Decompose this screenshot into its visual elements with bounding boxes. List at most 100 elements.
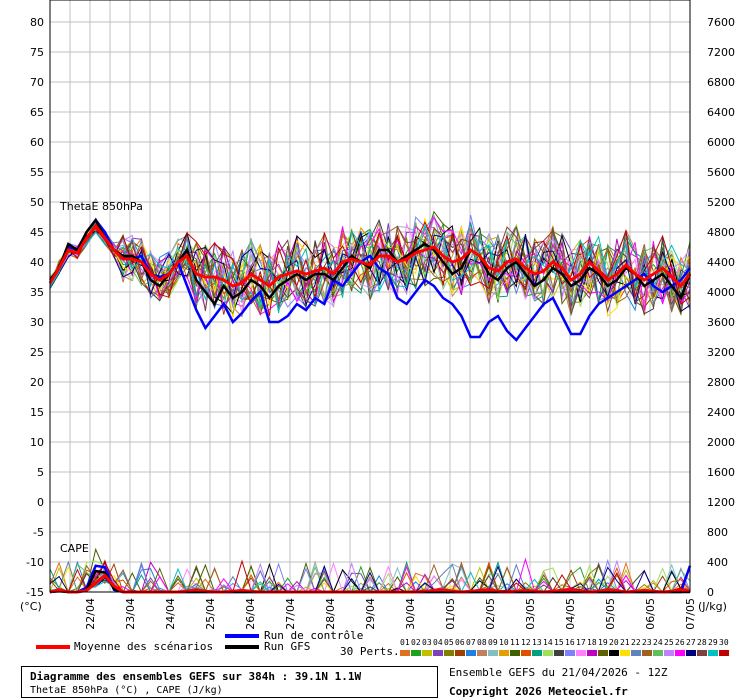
mean-thetae-line [48, 223, 692, 289]
right-tick-label: 6800 [707, 76, 735, 89]
info-box: Diagramme des ensembles GEFS sur 384h : … [21, 666, 438, 698]
perturbation-thetae-line [49, 225, 691, 314]
x-tick-label: 02/05 [484, 598, 497, 630]
x-tick-label: 27/04 [284, 598, 297, 630]
left-tick-label: 65 [30, 106, 44, 119]
pert-legend-id: 29 [708, 638, 718, 647]
pert-legend-swatch [433, 650, 443, 656]
right-tick-label: 6400 [707, 106, 735, 119]
pert-legend-swatch [686, 650, 696, 656]
pert-legend-id: 16 [565, 638, 575, 647]
x-tick-label: 25/04 [204, 598, 217, 630]
pert-legend-id: 04 [433, 638, 443, 647]
pert-legend-id: 14 [543, 638, 553, 647]
mean-legend-label: Moyenne des scénarios [74, 640, 214, 653]
left-tick-label: -5 [33, 526, 44, 539]
right-tick-label: 5200 [707, 196, 735, 209]
x-tick-label: 05/05 [604, 598, 617, 630]
perturbation-thetae-line [49, 223, 691, 314]
left-tick-label: 30 [30, 316, 44, 329]
perturbation-thetae-line [49, 224, 691, 316]
left-tick-label: 60 [30, 136, 44, 149]
pert-legend-swatch [422, 650, 432, 656]
pert-legend-swatch [455, 650, 465, 656]
pert-legend-id: 02 [411, 638, 421, 647]
left-tick-label: 50 [30, 196, 44, 209]
gfs-legend-swatch [225, 645, 259, 649]
pert-legend-id: 13 [532, 638, 542, 647]
pert-legend-swatch [620, 650, 630, 656]
thetae-panel-label: ThetaE 850hPa [59, 200, 143, 213]
right-tick-label: 2800 [707, 376, 735, 389]
pert-legend-swatch [642, 650, 652, 656]
pert-legend-swatch [664, 650, 674, 656]
left-tick-label: 20 [30, 376, 44, 389]
pert-legend-swatch [521, 650, 531, 656]
pert-legend-id: 07 [466, 638, 476, 647]
pert-legend-swatch [587, 650, 597, 656]
right-tick-label: 0 [707, 586, 714, 599]
pert-legend-id: 30 [719, 638, 729, 647]
pert-legend-id: 10 [499, 638, 509, 647]
right-tick-label: 3200 [707, 346, 735, 359]
pert-legend-swatch [609, 650, 619, 656]
pert-legend-swatch [411, 650, 421, 656]
gfs-legend-label: Run GFS [264, 640, 311, 653]
left-tick-label: 15 [30, 406, 44, 419]
control-legend-label: Run de contrôle [264, 629, 364, 642]
pert-legend-swatch [631, 650, 641, 656]
x-tick-label: 07/05 [684, 598, 697, 630]
pert-legend-swatch [675, 650, 685, 656]
right-tick-label: 800 [707, 526, 728, 539]
left-tick-label: 35 [30, 286, 44, 299]
left-tick-label: 0 [37, 496, 44, 509]
right-tick-label: 7600 [707, 16, 735, 29]
x-tick-label: 23/04 [124, 598, 137, 630]
pert-legend-swatch [543, 650, 553, 656]
pert-legend-swatch [466, 650, 476, 656]
pert-legend-swatch [653, 650, 663, 656]
pert-legend-swatch [565, 650, 575, 656]
run-info: Ensemble GEFS du 21/04/2026 - 12Z [449, 666, 668, 679]
right-tick-label: 1600 [707, 466, 735, 479]
pert-legend-id: 25 [664, 638, 674, 647]
mean-legend-swatch [36, 645, 70, 649]
pert-legend-swatch [576, 650, 586, 656]
pert-legend-id: 03 [422, 638, 432, 647]
left-tick-label: 55 [30, 166, 44, 179]
pert-legend-swatch [554, 650, 564, 656]
right-axis-ticks: 7600720068006400600056005200480044004000… [707, 16, 735, 599]
right-tick-label: 7200 [707, 46, 735, 59]
pert-legend-id: 27 [686, 638, 696, 647]
pert-legend-id: 19 [598, 638, 608, 647]
pert-legend-swatch [598, 650, 608, 656]
pert-legend-id: 11 [510, 638, 520, 647]
left-tick-label: -15 [26, 586, 44, 599]
x-tick-label: 26/04 [244, 598, 257, 630]
left-tick-label: 25 [30, 346, 44, 359]
perturbation-thetae-line [49, 215, 691, 311]
pert-legend-id: 28 [697, 638, 707, 647]
x-tick-label: 04/05 [564, 598, 577, 630]
pert-legend-id: 18 [587, 638, 597, 647]
pert-legend-swatch [719, 650, 729, 656]
right-axis-unit: (J/kg) [698, 600, 727, 613]
left-axis-unit: (°C) [20, 600, 42, 613]
right-tick-label: 4400 [707, 256, 735, 269]
pert-legend-swatch [477, 650, 487, 656]
plot-frame [49, 0, 691, 593]
right-tick-label: 4800 [707, 226, 735, 239]
perturbation-thetae-line [49, 216, 691, 315]
x-tick-label: 29/04 [364, 598, 377, 630]
pert-legend-id: 15 [554, 638, 564, 647]
pert-legend-swatch [444, 650, 454, 656]
info-subtitle: ThetaE 850hPa (°C) , CAPE (J/kg) [30, 685, 223, 696]
pert-legend-swatch [400, 650, 410, 656]
control-thetae-line [48, 217, 691, 342]
pert-legend-id: 12 [521, 638, 531, 647]
x-tick-label: 06/05 [644, 598, 657, 630]
control-legend-swatch [225, 634, 259, 638]
perturbation-thetae-line [49, 218, 691, 315]
pert-legend-swatch [499, 650, 509, 656]
